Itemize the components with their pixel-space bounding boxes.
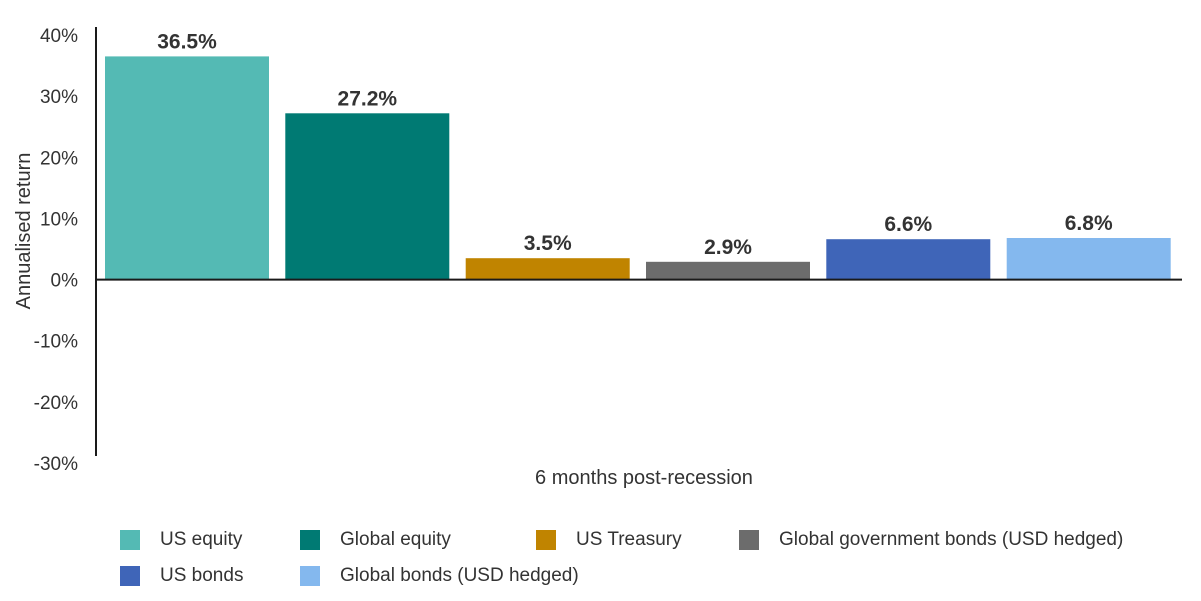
legend-label-us-equity: US equity [160,529,243,550]
y-axis-title: Annualised return [13,153,35,310]
y-tick-label: 20% [40,148,78,169]
bar-3 [465,258,630,280]
legend-row-2: US bonds Global bonds (USD hedged) [120,558,1190,594]
bar-5 [826,239,991,280]
y-tick-label: 10% [40,209,78,230]
legend-item-us-equity: US equity [120,529,300,551]
bar-value-label: 3.5% [524,232,572,255]
legend-label-us-treasury: US Treasury [576,529,682,550]
bar-value-label: 2.9% [704,236,752,259]
y-axis-ticks: 40% 30% 20% 10% 0% -10% -20% -30% [34,26,78,475]
bar-value-label: 36.5% [157,30,217,53]
legend-label-global-bonds: Global bonds (USD hedged) [340,565,579,586]
legend-item-us-treasury: US Treasury [536,529,739,551]
y-tick-label: -10% [34,332,78,353]
y-tick-label: 40% [40,26,78,47]
bar-value-label: 6.8% [1065,212,1113,235]
legend-swatch-us-equity [120,530,140,550]
legend: US equity Global equity US Treasury Glob… [120,522,1190,594]
legend-swatch-global-government-bonds [739,530,759,550]
bar-value-label: 6.6% [884,213,932,236]
bar-value-label: 27.2% [338,87,398,110]
bar-chart: 40% 30% 20% 10% 0% -10% -20% -30% 36.5% 27.2% 3.5… [13,26,1182,489]
legend-swatch-global-bonds [300,566,320,586]
bars [105,56,1171,280]
legend-item-us-bonds: US bonds [120,565,300,587]
bar-1 [105,56,269,280]
legend-row-1: US equity Global equity US Treasury Glob… [120,522,1190,558]
bar-4 [646,261,810,280]
y-tick-label: -30% [34,454,78,475]
y-tick-label: -20% [34,393,78,414]
legend-label-global-equity: Global equity [340,529,451,550]
legend-swatch-global-equity [300,530,320,550]
bar-2 [285,113,450,280]
y-tick-label: 0% [51,271,79,292]
legend-swatch-us-bonds [120,566,140,586]
legend-item-global-government-bonds: Global government bonds (USD hedged) [739,529,1123,551]
bar-6 [1006,238,1171,280]
legend-item-global-bonds: Global bonds (USD hedged) [300,565,579,587]
legend-item-global-equity: Global equity [300,529,536,551]
legend-swatch-us-treasury [536,530,556,550]
bar-labels: 36.5% 27.2% 3.5% 2.9% 6.6% 6.8% [157,30,1113,258]
y-tick-label: 30% [40,87,78,108]
legend-label-global-government-bonds: Global government bonds (USD hedged) [779,529,1124,550]
x-axis-title: 6 months post-recession [535,467,753,489]
legend-label-us-bonds: US bonds [160,565,244,586]
